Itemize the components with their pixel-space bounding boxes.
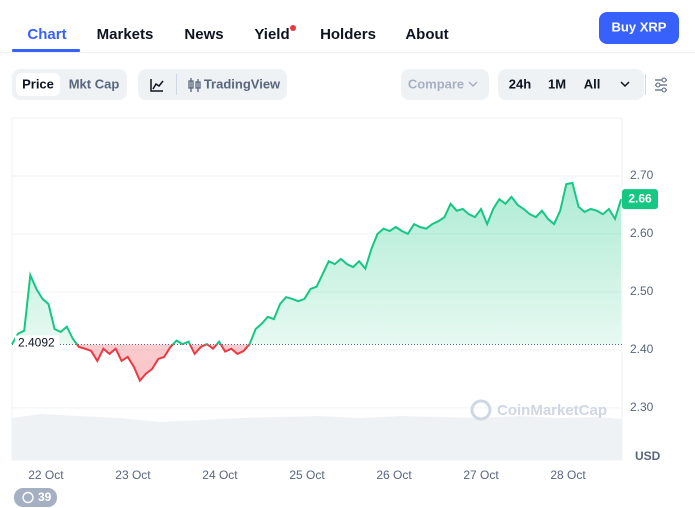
nav-tab[interactable]: Yield xyxy=(254,26,289,43)
settings-knob xyxy=(661,77,667,83)
nav-divider xyxy=(0,52,695,53)
price-line-above xyxy=(11,181,623,345)
view-button[interactable]: Mkt Cap xyxy=(69,76,120,91)
baseline-label-bg xyxy=(15,335,59,352)
candle-icon[interactable] xyxy=(188,78,201,92)
y-tick-label: 2.30 xyxy=(630,400,654,414)
y-tick-label: 2.70 xyxy=(630,168,654,182)
y-tick-label: 2.60 xyxy=(630,226,654,240)
settings-knob xyxy=(661,87,667,93)
chevron xyxy=(468,81,478,88)
x-tick-label: 23 Oct xyxy=(115,468,151,482)
range-chevron[interactable] xyxy=(620,81,630,88)
nav-tabs: Chart Markets News Yield Holders About xyxy=(27,25,449,43)
nav-tab[interactable]: Markets xyxy=(97,26,154,43)
range-button[interactable]: 24h xyxy=(509,76,531,91)
y-tick-label: 2.50 xyxy=(630,284,654,298)
range-toggle xyxy=(498,69,644,100)
price-line-below xyxy=(12,344,251,383)
baseline-label: 2.4092 xyxy=(18,336,55,350)
nav-tab[interactable]: About xyxy=(405,26,448,43)
history-badge[interactable]: 39 xyxy=(14,488,57,507)
last-price-label: 2.66 xyxy=(628,191,652,205)
watermark-logo xyxy=(470,399,492,421)
nav-tab[interactable]: Holders xyxy=(320,26,376,43)
notification-dot xyxy=(290,25,296,31)
compare-dropdown[interactable] xyxy=(401,69,489,100)
area-above xyxy=(12,182,622,345)
range-button[interactable]: 1M xyxy=(548,76,566,91)
buy-button-bg[interactable] xyxy=(599,12,679,44)
nav-tab[interactable]: Chart xyxy=(27,26,66,43)
tradingview-button[interactable]: TradingView xyxy=(204,76,281,91)
buy-button-label[interactable]: Buy XRP xyxy=(612,19,667,34)
y-unit: USD xyxy=(635,449,661,463)
view-active[interactable] xyxy=(16,73,60,96)
watermark: CoinMarketCap xyxy=(470,399,607,421)
settings-knob xyxy=(655,82,661,88)
nav-tab[interactable]: News xyxy=(184,26,223,43)
watermark-text: CoinMarketCap xyxy=(497,402,607,419)
range-button[interactable]: All xyxy=(584,76,601,91)
x-tick-label: 26 Oct xyxy=(376,468,412,482)
last-price-box xyxy=(622,189,658,210)
view-button[interactable]: Price xyxy=(22,76,54,91)
volume-band xyxy=(12,414,622,460)
x-tick-label: 27 Oct xyxy=(463,468,499,482)
line-chart-icon[interactable] xyxy=(150,79,164,92)
x-tick-label: 24 Oct xyxy=(202,468,238,482)
area-below xyxy=(12,344,622,381)
active-tab-underline xyxy=(12,49,80,52)
x-tick-label: 22 Oct xyxy=(28,468,64,482)
plot: 2.30 2.40 2.50 2.60 2.70 22 Oct 23 Oct 24 Oct 25… xyxy=(11,168,658,482)
divider xyxy=(176,74,177,95)
buy-button[interactable]: Buy XRP xyxy=(599,12,679,44)
style-toggle xyxy=(138,69,287,100)
x-tick-label: 25 Oct xyxy=(289,468,325,482)
divider xyxy=(645,74,646,95)
y-tick-label: 2.40 xyxy=(630,342,654,356)
badge-bg[interactable] xyxy=(14,488,57,507)
badge-count[interactable]: 39 xyxy=(38,490,52,504)
x-tick-label: 28 Oct xyxy=(550,468,586,482)
compare-label[interactable]: Compare xyxy=(408,76,464,91)
history-icon xyxy=(22,491,34,504)
